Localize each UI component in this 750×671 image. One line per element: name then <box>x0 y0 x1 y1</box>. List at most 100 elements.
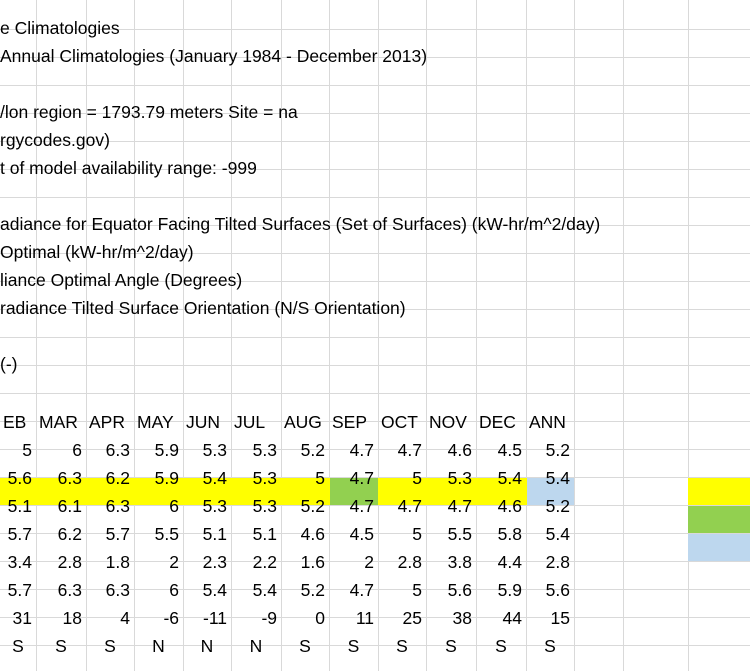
table-cell[interactable]: N <box>249 636 263 656</box>
table-cell[interactable]: 5.4 <box>497 468 522 488</box>
table-cell[interactable]: -6 <box>163 608 179 628</box>
table-cell[interactable]: 5 <box>412 468 422 488</box>
table-cell[interactable]: N <box>152 636 165 656</box>
table-cell[interactable]: 15 <box>550 608 570 628</box>
table-cell[interactable]: 5.1 <box>202 524 227 544</box>
table-cell[interactable]: S <box>55 636 67 656</box>
text-cell[interactable]: rgycodes.gov) <box>0 130 110 150</box>
table-cell[interactable]: S <box>396 636 408 656</box>
table-cell[interactable]: 5.2 <box>545 440 570 460</box>
table-cell[interactable]: 5.1 <box>252 524 277 544</box>
table-cell[interactable]: 5.6 <box>447 580 472 600</box>
table-cell[interactable]: 2.2 <box>252 552 277 572</box>
table-cell[interactable]: 4.4 <box>497 552 522 572</box>
table-cell[interactable]: 5.3 <box>202 440 227 460</box>
table-cell[interactable]: 6.3 <box>57 468 82 488</box>
table-cell[interactable]: 25 <box>402 608 422 628</box>
table-cell[interactable]: 5.6 <box>7 468 32 488</box>
text-cell[interactable]: radiance Tilted Surface Orientation (N/S… <box>0 298 406 318</box>
column-header[interactable]: ANN <box>529 412 566 432</box>
table-cell[interactable]: 5.5 <box>447 524 472 544</box>
table-cell[interactable]: 6 <box>169 580 179 600</box>
table-cell[interactable]: S <box>299 636 311 656</box>
table-cell[interactable]: 6.2 <box>105 468 130 488</box>
table-cell[interactable]: -9 <box>261 608 277 628</box>
table-cell[interactable]: 5.4 <box>202 580 227 600</box>
table-cell[interactable]: 4.7 <box>447 496 472 516</box>
table-cell[interactable]: 1.6 <box>300 552 325 572</box>
table-cell[interactable]: 5.2 <box>300 496 325 516</box>
column-header[interactable]: EB <box>3 412 27 432</box>
table-cell[interactable]: 5.3 <box>252 468 277 488</box>
table-cell[interactable]: 5.5 <box>154 524 179 544</box>
table-cell[interactable]: 6.3 <box>105 496 130 516</box>
table-cell[interactable]: 5.4 <box>545 524 570 544</box>
table-cell[interactable]: 5.2 <box>545 496 570 516</box>
table-cell[interactable]: 5.4 <box>252 580 277 600</box>
table-cell[interactable]: S <box>495 636 507 656</box>
table-cell[interactable]: 5.4 <box>202 468 227 488</box>
table-cell[interactable]: 6 <box>72 440 82 460</box>
table-cell[interactable]: 5.4 <box>545 468 570 488</box>
table-cell[interactable]: 5.7 <box>7 524 32 544</box>
table-cell[interactable]: 2.3 <box>202 552 227 572</box>
table-cell[interactable]: 0 <box>315 608 325 628</box>
table-cell[interactable]: 5.1 <box>7 496 32 516</box>
text-cell[interactable]: Annual Climatologies (January 1984 - Dec… <box>0 46 428 66</box>
table-cell[interactable]: 2 <box>364 552 374 572</box>
table-cell[interactable]: 5 <box>412 524 422 544</box>
text-cell[interactable]: t of model availability range: -999 <box>0 158 257 178</box>
table-cell[interactable]: 4.7 <box>397 496 422 516</box>
table-cell[interactable]: 4.7 <box>349 468 374 488</box>
table-cell[interactable]: 31 <box>12 608 32 628</box>
table-cell[interactable]: 5.3 <box>447 468 472 488</box>
table-cell[interactable]: 11 <box>355 608 374 628</box>
table-cell[interactable]: 5 <box>22 440 32 460</box>
table-cell[interactable]: 2 <box>169 552 179 572</box>
text-cell[interactable]: e Climatologies <box>0 18 120 38</box>
table-cell[interactable]: 5 <box>315 468 325 488</box>
text-cell[interactable]: adiance for Equator Facing Tilted Surfac… <box>0 214 601 234</box>
table-cell[interactable]: 18 <box>62 608 82 628</box>
table-cell[interactable]: 6.3 <box>105 580 130 600</box>
table-cell[interactable]: 5.9 <box>154 468 179 488</box>
table-cell[interactable]: 4.6 <box>447 440 472 460</box>
table-cell[interactable]: 2.8 <box>545 552 570 572</box>
column-header[interactable]: OCT <box>381 412 418 432</box>
column-header[interactable]: MAY <box>137 412 174 432</box>
table-cell[interactable]: 38 <box>452 608 472 628</box>
table-cell[interactable]: N <box>200 636 214 656</box>
column-header[interactable]: MAR <box>39 412 78 432</box>
table-cell[interactable]: 4.7 <box>349 580 374 600</box>
table-cell[interactable]: 6.3 <box>57 580 82 600</box>
table-cell[interactable]: 4.7 <box>349 496 374 516</box>
text-cell[interactable]: /lon region = 1793.79 meters Site = na <box>0 102 298 122</box>
table-cell[interactable]: S <box>544 636 556 656</box>
table-cell[interactable]: 2.8 <box>397 552 422 572</box>
text-cell[interactable]: liance Optimal Angle (Degrees) <box>0 270 243 290</box>
column-header[interactable]: JUL <box>234 412 266 432</box>
text-cell[interactable]: (-) <box>0 354 18 374</box>
table-cell[interactable]: 6.3 <box>105 440 130 460</box>
table-cell[interactable]: 4.5 <box>349 524 374 544</box>
column-header[interactable]: JUN <box>186 412 221 432</box>
table-cell[interactable]: 3.4 <box>7 552 32 572</box>
table-cell[interactable]: 4.5 <box>497 440 522 460</box>
column-header[interactable]: DEC <box>479 412 516 432</box>
table-cell[interactable]: 6.1 <box>57 496 82 516</box>
table-cell[interactable]: S <box>12 636 24 656</box>
table-cell[interactable]: -11 <box>203 608 227 628</box>
table-cell[interactable]: 4.6 <box>300 524 325 544</box>
table-cell[interactable]: 6 <box>169 496 179 516</box>
table-cell[interactable]: 5.6 <box>545 580 570 600</box>
table-cell[interactable]: 5.9 <box>497 580 522 600</box>
table-cell[interactable]: 5 <box>412 580 422 600</box>
table-cell[interactable]: 6.2 <box>57 524 82 544</box>
text-cell[interactable]: Optimal (kW-hr/m^2/day) <box>0 242 194 262</box>
table-cell[interactable]: S <box>347 636 360 656</box>
table-cell[interactable]: 44 <box>502 608 522 628</box>
table-cell[interactable]: 1.8 <box>105 552 130 572</box>
table-cell[interactable]: 4.6 <box>497 496 522 516</box>
table-cell[interactable]: S <box>445 636 457 656</box>
table-cell[interactable]: 5.8 <box>497 524 522 544</box>
